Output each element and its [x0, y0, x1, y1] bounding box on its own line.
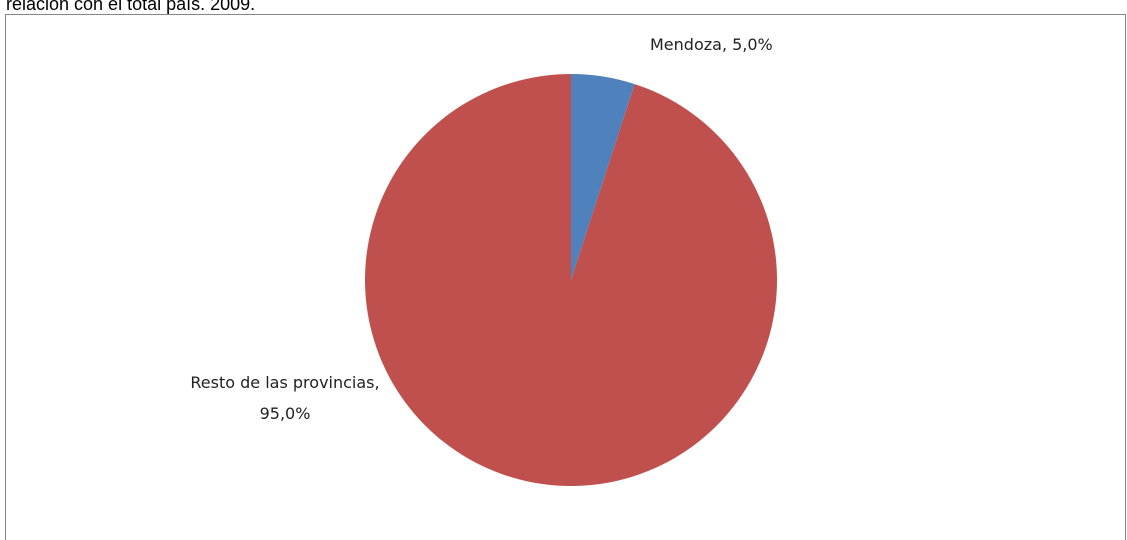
label-line: Resto de las provincias, [190, 373, 379, 392]
chart-title: relación con el total país. 2009. [6, 0, 255, 14]
pie-slice [571, 74, 635, 280]
pie-slice [364, 74, 777, 486]
label-line: Mendoza, 5,0% [650, 35, 773, 54]
data-label: Mendoza, 5,0% [650, 35, 773, 54]
label-line: 95,0% [260, 404, 311, 423]
data-label: Resto de las provincias, 95,0% [190, 373, 379, 423]
